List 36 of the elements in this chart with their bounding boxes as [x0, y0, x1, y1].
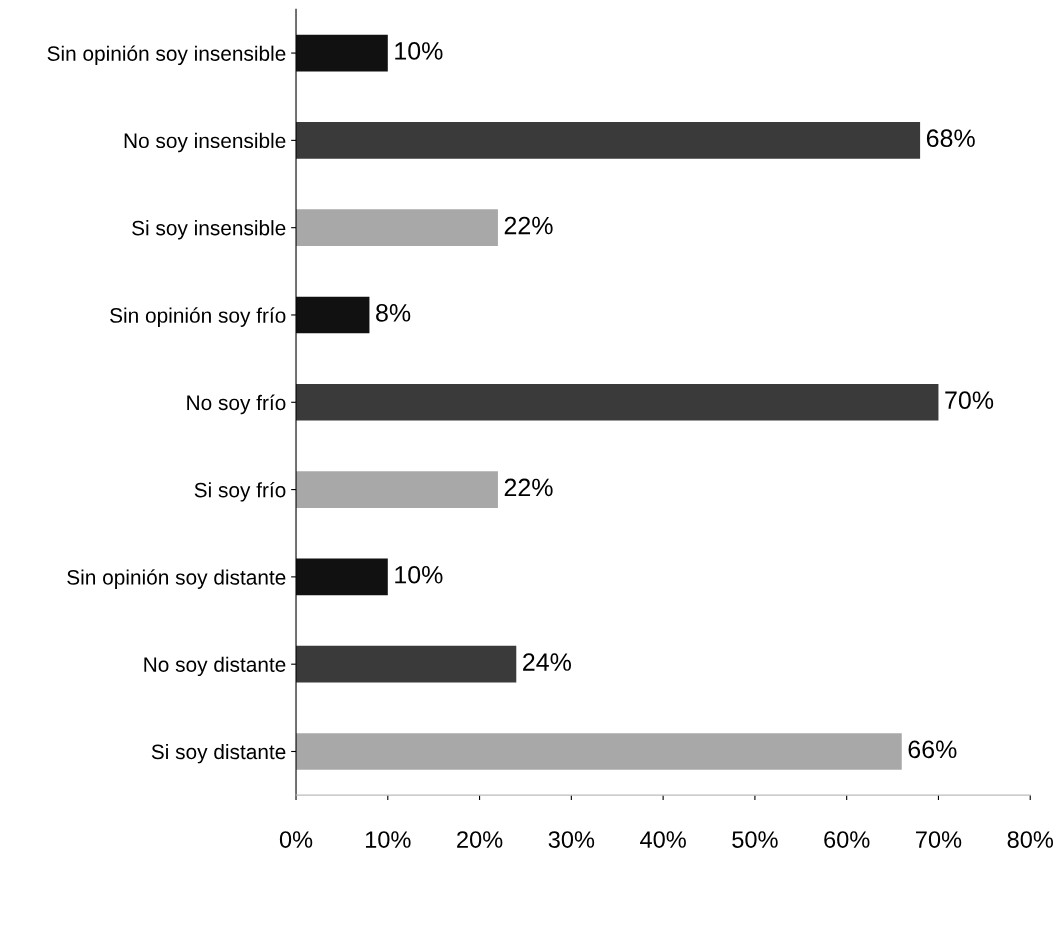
x-tick-label: 60% [824, 831, 870, 848]
bar [296, 733, 902, 770]
bar [296, 209, 498, 246]
x-tick-label: 40% [640, 831, 686, 848]
x-tick-label: 0% [279, 831, 313, 848]
y-tick-label: Sin opinión soy frío [110, 307, 286, 327]
x-tick-label: 20% [457, 831, 503, 848]
y-tick-label: Sin opinión soy insensible [47, 45, 286, 66]
bar [296, 34, 388, 72]
data-label: 66% [908, 740, 957, 759]
data-label: 10% [395, 42, 443, 60]
y-tick-label: Si soy distante [151, 743, 286, 764]
y-tick-label: No soy distante [144, 656, 286, 677]
x-tick-label: 30% [548, 831, 595, 848]
bar [296, 558, 388, 596]
data-label: 8% [376, 303, 411, 322]
bar [296, 471, 498, 508]
bar [296, 645, 517, 683]
x-tick-label: 50% [732, 831, 778, 848]
y-tick-label: Si soy frío [194, 481, 286, 502]
y-tick-label: No soy frío [187, 394, 286, 415]
data-label: 22% [504, 478, 553, 497]
x-tick-label: 70% [916, 831, 962, 848]
bar [296, 296, 370, 334]
x-tick-label: 80% [1007, 831, 1054, 848]
data-label: 22% [504, 216, 553, 235]
x-tick-label: 10% [365, 831, 411, 848]
data-label: 10% [395, 565, 443, 584]
data-label: 24% [523, 653, 571, 671]
y-tick-label: Si soy insensible [132, 220, 286, 240]
bar [296, 383, 939, 421]
data-label: 68% [926, 129, 975, 148]
y-tick-label: No soy insensible [124, 132, 286, 153]
data-label: 70% [945, 391, 994, 409]
bar [296, 122, 921, 159]
y-tick-label: Sin opinión soy distante [67, 569, 286, 589]
